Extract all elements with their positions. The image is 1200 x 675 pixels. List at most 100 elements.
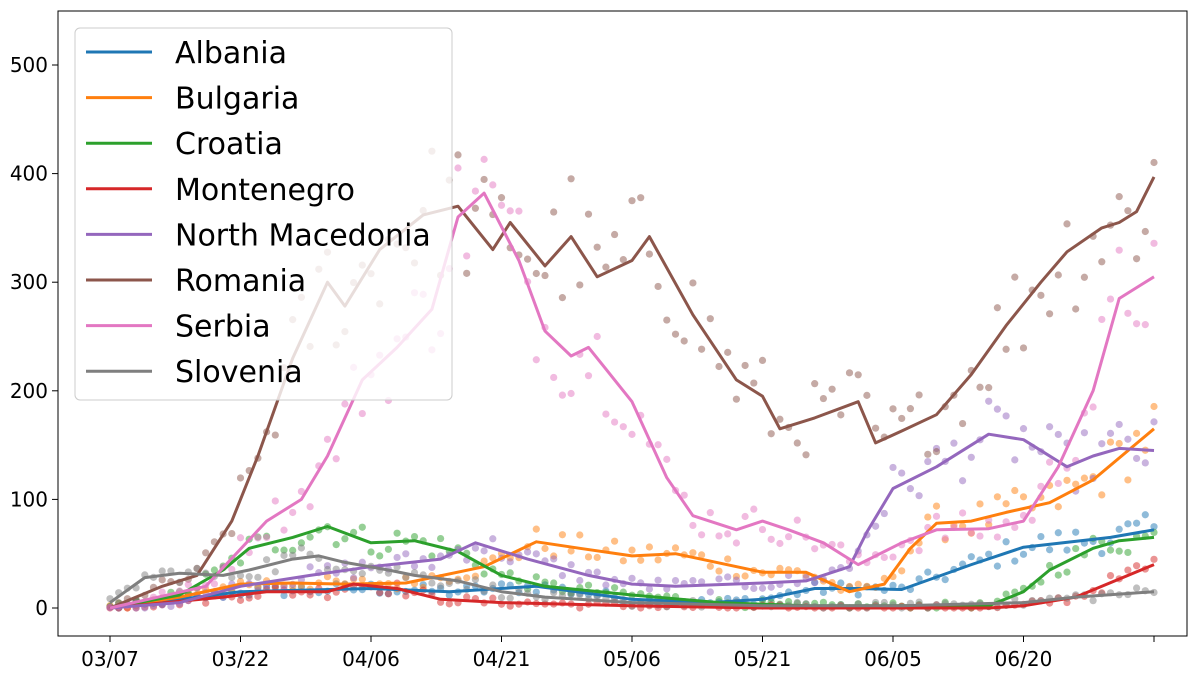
raw-dot — [967, 453, 975, 461]
raw-dot — [898, 469, 906, 477]
raw-dot — [393, 529, 401, 537]
raw-dot — [463, 593, 471, 601]
raw-dot — [1141, 459, 1149, 467]
raw-dot — [576, 576, 584, 585]
raw-dot — [480, 570, 488, 578]
raw-dot — [480, 557, 488, 565]
x-tick-label: 05/21 — [734, 647, 792, 671]
x-tick-label: 06/20 — [995, 647, 1053, 671]
legend: Albania Bulgaria Croatia Montenegro North Ma… — [74, 27, 453, 401]
raw-dot — [767, 535, 775, 543]
raw-dot — [767, 430, 775, 438]
raw-dot — [1063, 476, 1071, 484]
raw-dot — [584, 372, 593, 380]
raw-dot — [236, 534, 245, 542]
raw-dot — [671, 330, 680, 338]
raw-dot — [384, 590, 392, 598]
raw-dot — [611, 418, 619, 426]
raw-dot — [750, 584, 758, 592]
raw-dot — [1106, 438, 1115, 446]
raw-dot — [280, 526, 288, 534]
raw-dot — [941, 534, 949, 542]
raw-dot — [376, 589, 384, 597]
raw-dot — [454, 164, 462, 172]
raw-dot — [1011, 273, 1019, 281]
raw-dot — [445, 579, 453, 588]
x-tick-label: 03/07 — [81, 647, 139, 671]
x-tick-label: 03/22 — [212, 647, 270, 671]
series-line-slovenia — [109, 554, 1155, 608]
raw-dot — [306, 503, 314, 511]
raw-dot — [567, 561, 575, 569]
raw-dot — [1046, 458, 1054, 466]
raw-dot — [263, 556, 271, 564]
raw-dot — [698, 531, 706, 539]
raw-dot — [1106, 571, 1115, 580]
series-line-montenegro — [109, 563, 1155, 610]
raw-dot — [332, 541, 340, 549]
raw-dot — [489, 594, 497, 602]
raw-dot — [289, 508, 297, 517]
raw-dot — [210, 580, 218, 588]
raw-dot — [967, 553, 975, 561]
raw-dot — [1115, 420, 1123, 429]
raw-dot — [454, 151, 462, 159]
raw-dot — [245, 594, 253, 602]
raw-dot — [758, 356, 767, 365]
raw-dot — [898, 567, 906, 575]
raw-dot — [463, 269, 471, 277]
raw-dot — [1002, 538, 1010, 546]
raw-dot — [341, 400, 349, 408]
raw-dot — [724, 530, 732, 538]
raw-dot — [724, 348, 732, 356]
raw-dot — [932, 448, 941, 456]
x-axis: 03/07 03/22 04/06 04/21 05/06 05/21 06/05 06/20 — [81, 636, 1155, 671]
raw-dot — [776, 539, 784, 548]
raw-dot — [210, 566, 218, 574]
raw-dot — [872, 424, 880, 432]
raw-dot — [1028, 516, 1036, 524]
raw-dot — [376, 552, 384, 560]
raw-dot — [1011, 557, 1019, 565]
raw-dot — [497, 594, 506, 602]
raw-dot — [1106, 546, 1115, 554]
raw-dot — [1133, 255, 1141, 263]
raw-dot — [654, 556, 662, 564]
raw-dot — [715, 567, 723, 575]
y-tick-label: 400 — [10, 162, 48, 186]
raw-dot — [654, 441, 662, 449]
raw-dot — [811, 545, 819, 553]
raw-dot — [550, 589, 558, 597]
raw-dot — [550, 208, 558, 216]
raw-dot — [402, 592, 410, 600]
raw-dot — [1124, 309, 1132, 317]
raw-dot — [228, 529, 236, 538]
raw-dot — [593, 243, 601, 251]
raw-dot — [915, 547, 923, 555]
raw-dot — [602, 410, 610, 418]
raw-dot — [1054, 571, 1062, 579]
raw-dot — [393, 553, 401, 562]
raw-dot — [184, 581, 192, 589]
raw-dot — [1037, 532, 1045, 541]
raw-dot — [1115, 246, 1123, 254]
series-line-north-macedonia — [109, 432, 1155, 610]
legend-label: Slovenia — [175, 355, 303, 390]
raw-dot — [1011, 456, 1019, 464]
raw-dot — [828, 385, 836, 393]
raw-dot — [402, 574, 410, 582]
raw-dot — [497, 580, 506, 588]
raw-dot — [550, 373, 558, 382]
raw-dot — [358, 570, 366, 578]
raw-dot — [915, 575, 923, 583]
raw-dot — [1054, 503, 1062, 511]
raw-dot — [1133, 562, 1141, 570]
raw-dot — [689, 521, 697, 530]
raw-dot — [645, 585, 654, 593]
raw-dot — [1150, 402, 1158, 411]
raw-dot — [689, 549, 697, 557]
raw-dot — [358, 523, 366, 531]
raw-dot — [698, 345, 706, 353]
raw-dot — [985, 550, 993, 558]
raw-dot — [924, 568, 932, 576]
